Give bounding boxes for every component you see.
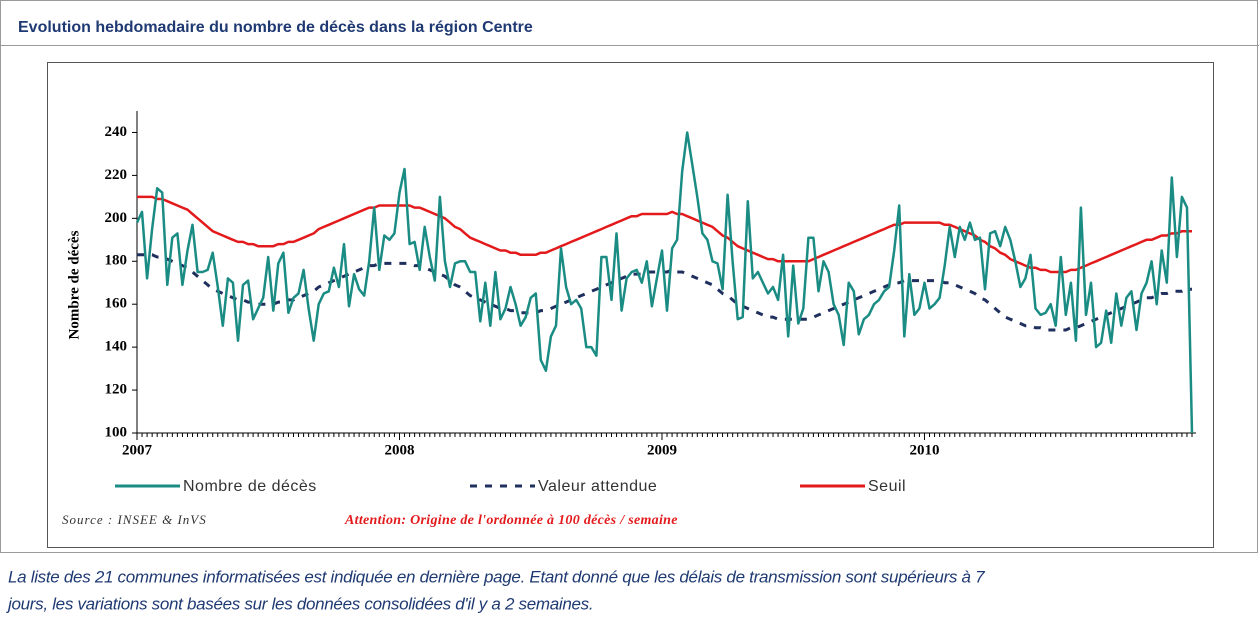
series-line [137,195,1192,274]
y-tick-label: 240 [105,124,128,140]
legend-label: Seuil [868,478,906,495]
annotation: Attention: Origine de l'ordonnée à 100 d… [344,513,678,528]
y-tick-label: 180 [105,253,128,269]
source: Source : INSEE & InVS [62,512,207,527]
legend-label: Nombre de décès [183,478,317,495]
x-tick-label: 2010 [909,442,939,458]
y-tick-label: 100 [105,424,128,440]
footer-line: jours, les variations sont basées sur le… [6,594,593,613]
y-tick-label: 220 [105,167,128,183]
legend-label: Valeur attendue [538,478,657,495]
x-tick-label: 2008 [384,442,414,458]
header-title: Evolution hebdomadaire du nombre de décè… [18,19,533,36]
y-tick-label: 140 [105,339,128,355]
y-tick-label: 120 [105,382,128,398]
chart-frame [47,62,1214,548]
x-tick-label: 2009 [647,442,677,458]
frame [0,0,1258,553]
footer-line: La liste des 21 communes informatisées e… [8,567,985,586]
y-axis-label: Nombre de décès [66,230,82,339]
x-tick-label: 2007 [122,442,153,458]
series-line [135,131,1194,434]
y-tick-label: 160 [105,296,128,312]
y-tick-label: 200 [105,210,128,226]
